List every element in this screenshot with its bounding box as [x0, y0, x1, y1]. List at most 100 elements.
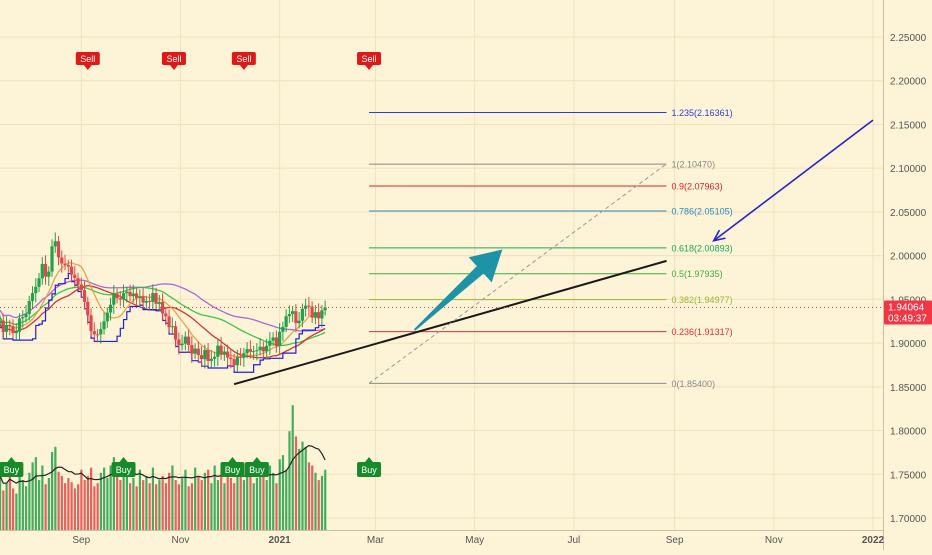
volume-bar [304, 446, 307, 530]
buy-badge [111, 462, 136, 477]
volume-bar [73, 488, 76, 530]
volume-bar [298, 448, 301, 530]
candle-body [37, 278, 41, 287]
price-tick-label: 2.00000 [890, 252, 927, 263]
volume-bar [158, 480, 161, 530]
fib-level-label: 0(1.85400) [672, 379, 716, 389]
volume-bar [255, 478, 259, 530]
volume-bar [103, 467, 106, 530]
candle-body [271, 337, 275, 341]
candle-body [86, 301, 90, 316]
sell-signal: Sell [75, 52, 100, 70]
candle-body [232, 359, 236, 366]
volume-bar [99, 472, 102, 530]
volume-bar [288, 431, 291, 530]
candlesticks [0, 232, 327, 372]
sell-badge [161, 52, 186, 65]
candle-body [50, 246, 54, 272]
candle-body [167, 316, 171, 328]
sell-badge-pointer [83, 65, 92, 70]
volume-bar [275, 483, 278, 530]
sell-badge [357, 52, 382, 65]
volume-bar [135, 486, 138, 530]
candle-body [235, 356, 239, 366]
candle-body [212, 356, 217, 359]
volume-bar [187, 486, 190, 530]
price-tick-label: 2.15000 [890, 120, 927, 131]
candle-body [186, 336, 191, 346]
price-tick-label: 1.75000 [890, 470, 927, 481]
candle-body [131, 293, 135, 297]
last-price-countdown: 03:49:37 [888, 314, 927, 325]
candle-body [105, 312, 109, 322]
volume-bar [184, 469, 187, 530]
volume-bar [161, 475, 164, 530]
volume-bar [70, 482, 73, 530]
buy-signal: Buy [220, 457, 245, 477]
candle-body [60, 257, 64, 264]
candle-body [261, 346, 265, 352]
candle-body [99, 329, 103, 335]
volume-bar [252, 483, 255, 530]
volume-bar [25, 486, 28, 530]
volume-bar [210, 483, 213, 530]
volume-bar [216, 480, 220, 530]
volume-bar [311, 465, 314, 530]
volume-bar [138, 469, 142, 530]
price-tick-label: 2.10000 [890, 164, 927, 175]
candle-body [323, 307, 327, 311]
volume-bar [285, 469, 288, 530]
volume-bar [57, 471, 60, 530]
buy-signals: Buy Buy Buy Buy Buy [0, 457, 382, 477]
buy-label: Buy [249, 465, 265, 475]
volume-bar [90, 467, 93, 530]
volume-bar [278, 459, 281, 530]
ma-purple-line [0, 279, 326, 332]
candle-body [27, 301, 31, 314]
candle-body [252, 351, 256, 353]
price-tick-label: 1.90000 [890, 339, 927, 350]
candle-body [258, 346, 262, 351]
volume-bar [83, 480, 86, 530]
candle-body [76, 278, 80, 285]
volume-bar [213, 465, 216, 530]
sell-badge [75, 52, 100, 65]
candle-body [21, 317, 25, 319]
candle-body [274, 337, 278, 347]
support-trendline [233, 259, 667, 386]
candle-body [222, 351, 226, 355]
candle-body [170, 326, 174, 328]
volume-bar [51, 452, 54, 530]
volume-bar [155, 484, 158, 530]
candle-body [134, 293, 139, 299]
sell-badge-pointer [365, 65, 374, 70]
time-tick-label: Nov [172, 535, 190, 546]
volume-bar [177, 484, 181, 530]
volume-bar [168, 472, 171, 530]
fib-level-label: 0.236(1.91317) [672, 327, 733, 337]
volume-bar [15, 493, 18, 530]
volume-bar [142, 480, 145, 530]
fib-level-label: 0.5(1.97935) [672, 269, 723, 279]
time-tick-label: Mar [367, 535, 385, 546]
candle-body [73, 274, 77, 279]
volume-bar [236, 467, 239, 530]
volume-bar [77, 484, 80, 530]
teal-target-arrow [413, 249, 503, 331]
volume-bar [93, 486, 96, 530]
volume-bar [259, 469, 262, 530]
volume-bar [86, 475, 89, 530]
candle-body [242, 353, 246, 358]
price-tick-label: 1.85000 [890, 383, 927, 394]
volume-bar [262, 475, 265, 530]
volume-bar [200, 480, 203, 530]
candle-body [66, 264, 70, 267]
volume-bar [233, 483, 236, 530]
time-tick-label: May [465, 535, 484, 546]
candle-body [284, 316, 288, 327]
buy-label: Buy [116, 465, 132, 475]
volume-bar [0, 475, 2, 530]
